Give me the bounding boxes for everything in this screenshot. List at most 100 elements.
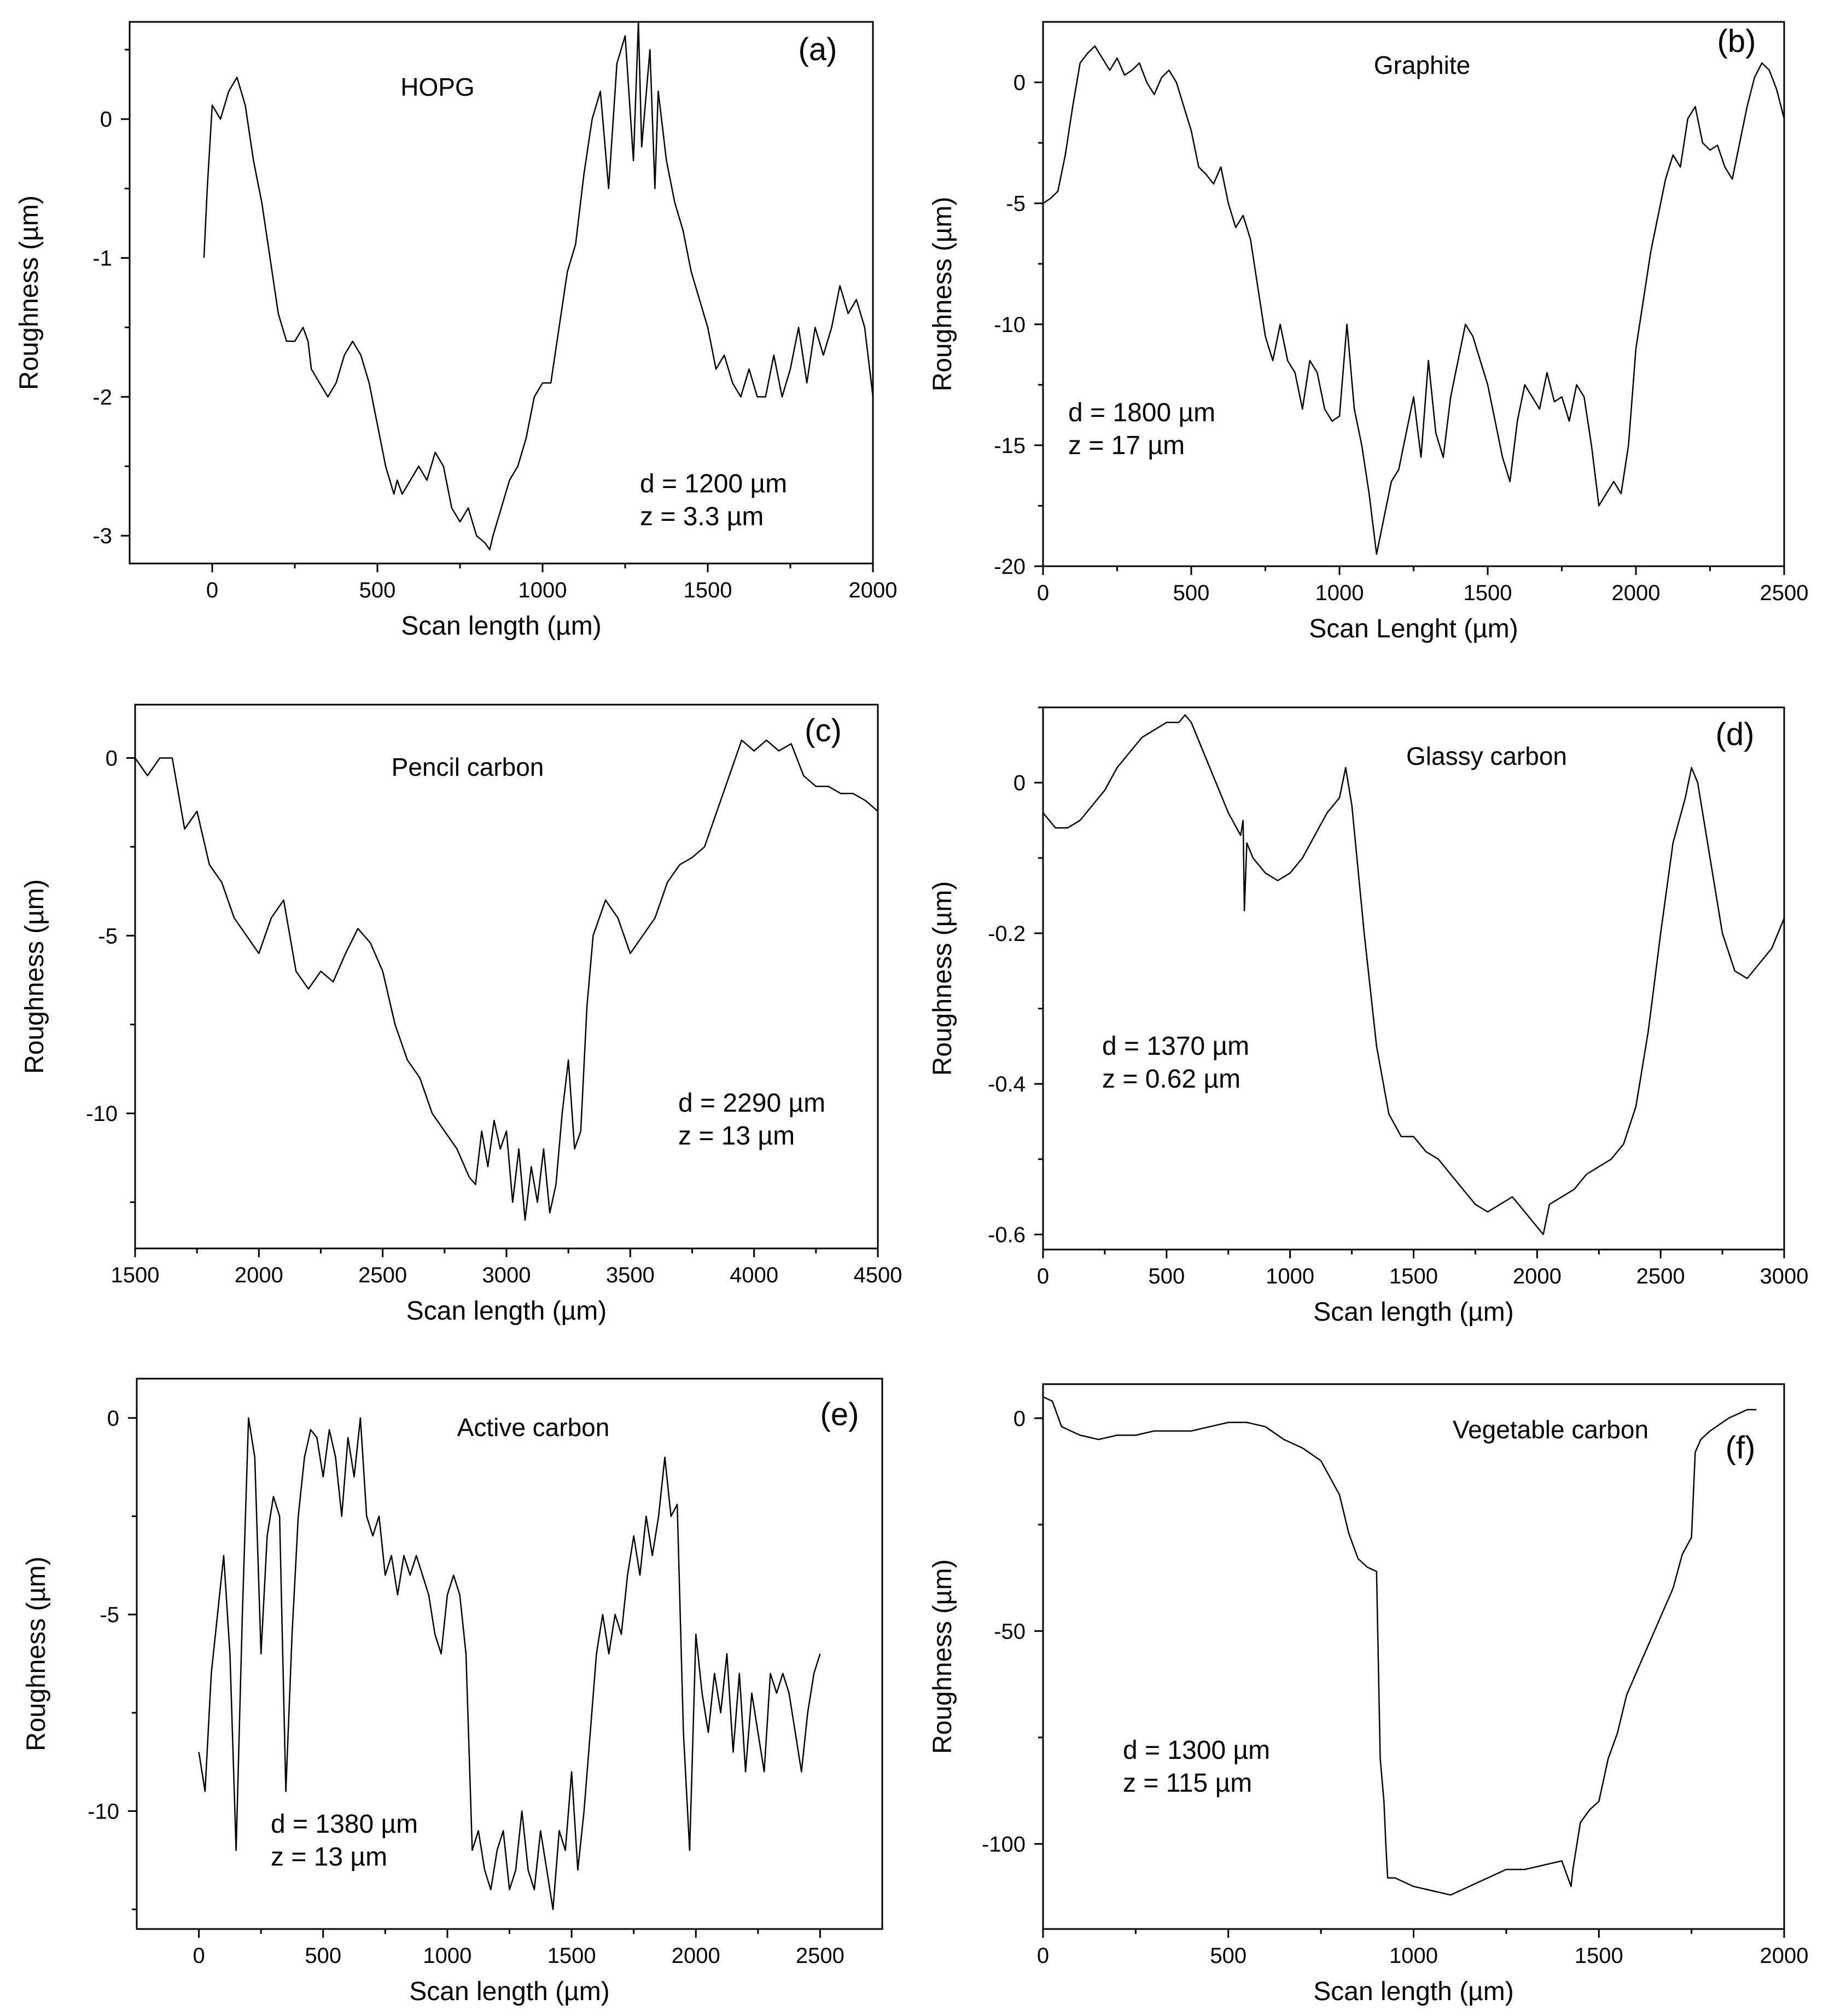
panel-d-y-tick-label: 0 — [1013, 771, 1026, 795]
panel-b-y-tick-label: 0 — [1013, 71, 1026, 95]
panel-c-y-tick-label: 0 — [106, 746, 118, 770]
panel-e-plot-frame — [136, 1378, 883, 1930]
panel-c-x-tick-label: 1500 — [111, 1263, 160, 1287]
panel-d-x-tick-label: 1500 — [1389, 1264, 1438, 1288]
panel-c-y-tick-label: -10 — [86, 1102, 118, 1126]
panel-c-annotation-line: d = 2290 µm — [678, 1089, 825, 1118]
panel-b-x-tick-label: 0 — [1037, 581, 1049, 605]
panel-a-annotation-line: z = 3.3 µm — [640, 502, 764, 531]
panel-f-y-tick-label: -100 — [982, 1832, 1026, 1856]
panel-d-y-axis-title: Roughness (µm) — [928, 881, 957, 1076]
panel-b-y-axis-title: Roughness (µm) — [928, 197, 957, 392]
panel-f-annotation-line: d = 1300 µm — [1123, 1736, 1270, 1765]
panel-c-x-tick-label: 3500 — [606, 1263, 655, 1287]
panel-d-title: Glassy carbon — [1406, 742, 1567, 770]
panel-e-x-tick-label: 2500 — [796, 1944, 844, 1968]
panel-a-annotation-line: d = 1200 µm — [640, 469, 787, 498]
panel-a-x-tick-label: 0 — [206, 578, 218, 602]
panel-d-y-tick-label: -0.6 — [988, 1223, 1026, 1247]
panel-b-x-tick-label: 2000 — [1612, 581, 1661, 605]
panel-b-x-tick-label: 1000 — [1315, 581, 1364, 605]
panel-c-roughness-line — [134, 739, 878, 1221]
panel-e-roughness-line — [198, 1417, 821, 1910]
panel-d-x-tick-label: 0 — [1037, 1264, 1049, 1288]
panel-f-y-tick-label: -50 — [994, 1619, 1026, 1643]
panel-a-roughness-line — [203, 21, 874, 550]
panel-c-title: Pencil carbon — [392, 753, 544, 781]
panel-e-title: Active carbon — [457, 1413, 610, 1442]
panel-e-letter: (e) — [820, 1397, 859, 1432]
panel-b-y-tick-label: -10 — [994, 313, 1026, 337]
panel-d-x-tick-label: 500 — [1148, 1264, 1185, 1288]
panel-f-y-axis-title: Roughness (µm) — [928, 1559, 957, 1754]
panel-f-x-tick-label: 2000 — [1760, 1944, 1809, 1968]
panel-c-annotation-line: z = 13 µm — [678, 1122, 795, 1151]
panel-f-x-tick-label: 0 — [1037, 1944, 1049, 1968]
panel-d-x-tick-label: 2000 — [1513, 1264, 1562, 1288]
panel-e-x-tick-label: 1500 — [547, 1944, 596, 1968]
panel-f-y-tick-label: 0 — [1013, 1407, 1026, 1431]
panel-a-x-tick-label: 1500 — [684, 578, 732, 602]
panel-a-letter: (a) — [799, 32, 837, 67]
panel-b-x-axis-title: Scan Lenght (µm) — [1309, 614, 1518, 643]
panel-b-y-tick-label: -5 — [1006, 192, 1026, 216]
panel-e-y-axis-title: Roughness (µm) — [22, 1556, 51, 1751]
panel-b-annotation-line: d = 1800 µm — [1068, 398, 1215, 427]
panel-b-letter: (b) — [1717, 24, 1756, 59]
panel-c-plot-frame — [134, 704, 879, 1250]
panel-e-annotation-line: d = 1380 µm — [271, 1810, 418, 1839]
panel-f-x-tick-label: 500 — [1210, 1944, 1246, 1968]
panel-a-plot-frame — [129, 21, 874, 565]
panel-d-y-tick-label: -0.4 — [988, 1072, 1026, 1096]
panel-f-title: Vegetable carbon — [1453, 1415, 1649, 1444]
panel-e-x-tick-label: 0 — [193, 1944, 205, 1968]
panel-f-roughness-line — [1042, 1396, 1757, 1896]
panel-f-plot-frame — [1042, 1383, 1785, 1930]
panel-d-x-tick-label: 1000 — [1266, 1264, 1314, 1288]
panel-a-title: HOPG — [400, 73, 474, 101]
panel-b-y-tick-label: -20 — [994, 555, 1026, 579]
panel-c-y-tick-label: -5 — [98, 924, 118, 948]
panel-b-x-tick-label: 1500 — [1464, 581, 1512, 605]
panel-b-x-tick-label: 2500 — [1760, 581, 1809, 605]
panel-d-y-tick-label: -0.2 — [988, 922, 1026, 946]
panel-c-x-tick-label: 4500 — [854, 1263, 902, 1287]
panel-a-y-tick-label: 0 — [100, 108, 112, 132]
panel-c-y-axis-title: Roughness (µm) — [20, 879, 49, 1074]
panel-f-letter: (f) — [1726, 1430, 1756, 1466]
panel-c-x-axis-title: Scan length (µm) — [406, 1297, 607, 1326]
panel-e-x-tick-label: 1000 — [423, 1944, 471, 1968]
panel-f-x-axis-title: Scan length (µm) — [1313, 1977, 1513, 2006]
panel-d-annotation-line: z = 0.62 µm — [1102, 1065, 1240, 1094]
panel-a-y-tick-label: -1 — [92, 247, 112, 271]
panel-c-letter: (c) — [805, 713, 842, 748]
panel-c-x-tick-label: 2500 — [358, 1263, 407, 1287]
panel-a-x-axis-title: Scan length (µm) — [401, 612, 601, 641]
panel-b-title: Graphite — [1374, 51, 1470, 79]
panel-d-x-tick-label: 3000 — [1760, 1264, 1809, 1288]
panel-f-x-tick-label: 1000 — [1389, 1944, 1438, 1968]
panel-f-x-tick-label: 1500 — [1575, 1944, 1623, 1968]
panel-b-roughness-line — [1042, 45, 1785, 555]
panel-e-x-tick-label: 500 — [305, 1944, 341, 1968]
panel-e-y-tick-label: -5 — [100, 1603, 119, 1627]
panel-d-roughness-line — [1042, 714, 1785, 1235]
panel-c-x-tick-label: 4000 — [730, 1263, 778, 1287]
panel-a-x-tick-label: 1000 — [519, 578, 567, 602]
panel-e-x-tick-label: 2000 — [672, 1944, 720, 1968]
panel-d-annotation-line: d = 1370 µm — [1102, 1032, 1249, 1061]
panel-e-x-axis-title: Scan length (µm) — [409, 1977, 609, 2006]
panel-d-x-axis-title: Scan length (µm) — [1313, 1298, 1513, 1327]
panel-e-annotation-line: z = 13 µm — [271, 1843, 387, 1872]
panel-a-y-tick-label: -2 — [92, 385, 112, 409]
panel-b-plot-frame — [1042, 21, 1785, 567]
panel-a-y-axis-title: Roughness (µm) — [15, 195, 44, 390]
panel-b-x-tick-label: 500 — [1173, 581, 1210, 605]
panel-c-x-tick-label: 2000 — [235, 1263, 283, 1287]
panel-e-y-tick-label: -10 — [88, 1799, 119, 1823]
panel-a-x-tick-label: 2000 — [849, 578, 898, 602]
panel-b-annotation-line: z = 17 µm — [1068, 431, 1185, 460]
panel-a-y-tick-label: -3 — [92, 524, 112, 548]
panel-d-plot-frame — [1042, 706, 1785, 1251]
